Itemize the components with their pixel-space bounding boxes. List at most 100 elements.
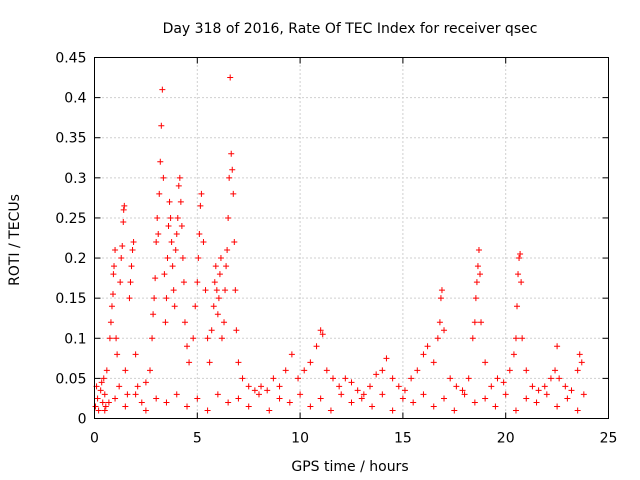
data-point	[228, 150, 235, 157]
y-axis-label: ROTI / TECUs	[7, 194, 23, 286]
y-tick-label: 0.3	[64, 171, 86, 187]
data-point	[159, 86, 166, 93]
data-point	[128, 263, 135, 270]
data-point	[453, 383, 460, 390]
data-point	[153, 239, 160, 246]
data-point	[110, 271, 117, 278]
data-point	[101, 391, 108, 398]
data-point	[516, 255, 523, 262]
data-point	[389, 375, 396, 382]
data-point	[110, 291, 117, 298]
chart-title: Day 318 of 2016, Rate Of TEC Index for r…	[163, 21, 538, 37]
data-point	[152, 275, 159, 282]
data-point	[108, 303, 115, 310]
data-point	[478, 319, 485, 326]
y-tick-label: 0.05	[55, 371, 86, 387]
data-point	[360, 391, 367, 398]
data-point	[212, 263, 219, 270]
data-point	[286, 399, 293, 406]
data-point	[574, 407, 581, 414]
data-point	[204, 335, 211, 342]
data-point	[226, 174, 233, 181]
data-point	[120, 218, 127, 225]
grid-lines	[94, 57, 609, 419]
data-point	[172, 247, 179, 254]
data-point	[184, 403, 191, 410]
data-point	[383, 355, 390, 362]
data-point	[186, 359, 193, 366]
data-point	[233, 327, 240, 334]
data-point	[194, 279, 201, 286]
data-point	[92, 403, 99, 410]
data-point	[106, 335, 113, 342]
data-point	[100, 375, 107, 382]
data-point	[336, 383, 343, 390]
data-point	[568, 387, 575, 394]
data-point	[204, 407, 211, 414]
data-point	[323, 367, 330, 374]
data-point	[523, 367, 530, 374]
data-point	[134, 383, 141, 390]
data-point	[547, 375, 554, 382]
data-point	[165, 222, 172, 229]
data-point	[473, 279, 480, 286]
data-point	[576, 351, 583, 358]
data-point	[127, 279, 134, 286]
data-point	[438, 287, 445, 294]
data-point	[202, 287, 209, 294]
data-point	[475, 247, 482, 254]
data-point	[116, 383, 123, 390]
data-point	[264, 387, 271, 394]
data-point	[430, 403, 437, 410]
data-point	[245, 383, 252, 390]
y-tick-label: 0.15	[55, 291, 86, 307]
data-point	[317, 327, 324, 334]
data-point	[441, 327, 448, 334]
data-point	[117, 279, 124, 286]
data-point	[229, 166, 236, 173]
x-axis-label: GPS time / hours	[291, 459, 408, 475]
data-point	[232, 287, 239, 294]
data-point	[506, 367, 513, 374]
data-point	[408, 375, 415, 382]
data-point	[102, 403, 109, 410]
data-point	[164, 255, 171, 262]
data-point	[434, 335, 441, 342]
data-point	[216, 271, 223, 278]
x-tick-label: 5	[193, 431, 202, 447]
y-tick-label: 0.35	[55, 131, 86, 147]
data-point	[515, 271, 522, 278]
data-point	[270, 375, 277, 382]
data-point	[301, 367, 308, 374]
data-point	[213, 287, 220, 294]
data-point	[142, 379, 149, 386]
data-point	[98, 379, 105, 386]
data-point	[107, 319, 114, 326]
y-tick-label: 0.4	[64, 91, 86, 107]
data-point	[132, 351, 139, 358]
data-point	[217, 255, 224, 262]
data-point	[282, 367, 289, 374]
data-point	[348, 399, 355, 406]
data-point	[195, 255, 202, 262]
data-point	[224, 247, 231, 254]
data-point	[502, 391, 509, 398]
data-point	[126, 295, 133, 302]
data-point	[177, 198, 184, 205]
data-point	[156, 190, 163, 197]
data-point	[276, 395, 283, 402]
data-point	[206, 359, 213, 366]
data-point	[251, 387, 258, 394]
data-point	[580, 391, 587, 398]
data-point	[171, 303, 178, 310]
data-point	[510, 351, 517, 358]
data-point	[99, 399, 106, 406]
data-point	[190, 335, 197, 342]
data-point	[163, 295, 170, 302]
data-point	[401, 387, 408, 394]
data-point	[180, 279, 187, 286]
data-point	[474, 263, 481, 270]
data-point	[420, 391, 427, 398]
plot-frame	[94, 57, 609, 419]
y-tick-label: 0.1	[64, 331, 86, 347]
